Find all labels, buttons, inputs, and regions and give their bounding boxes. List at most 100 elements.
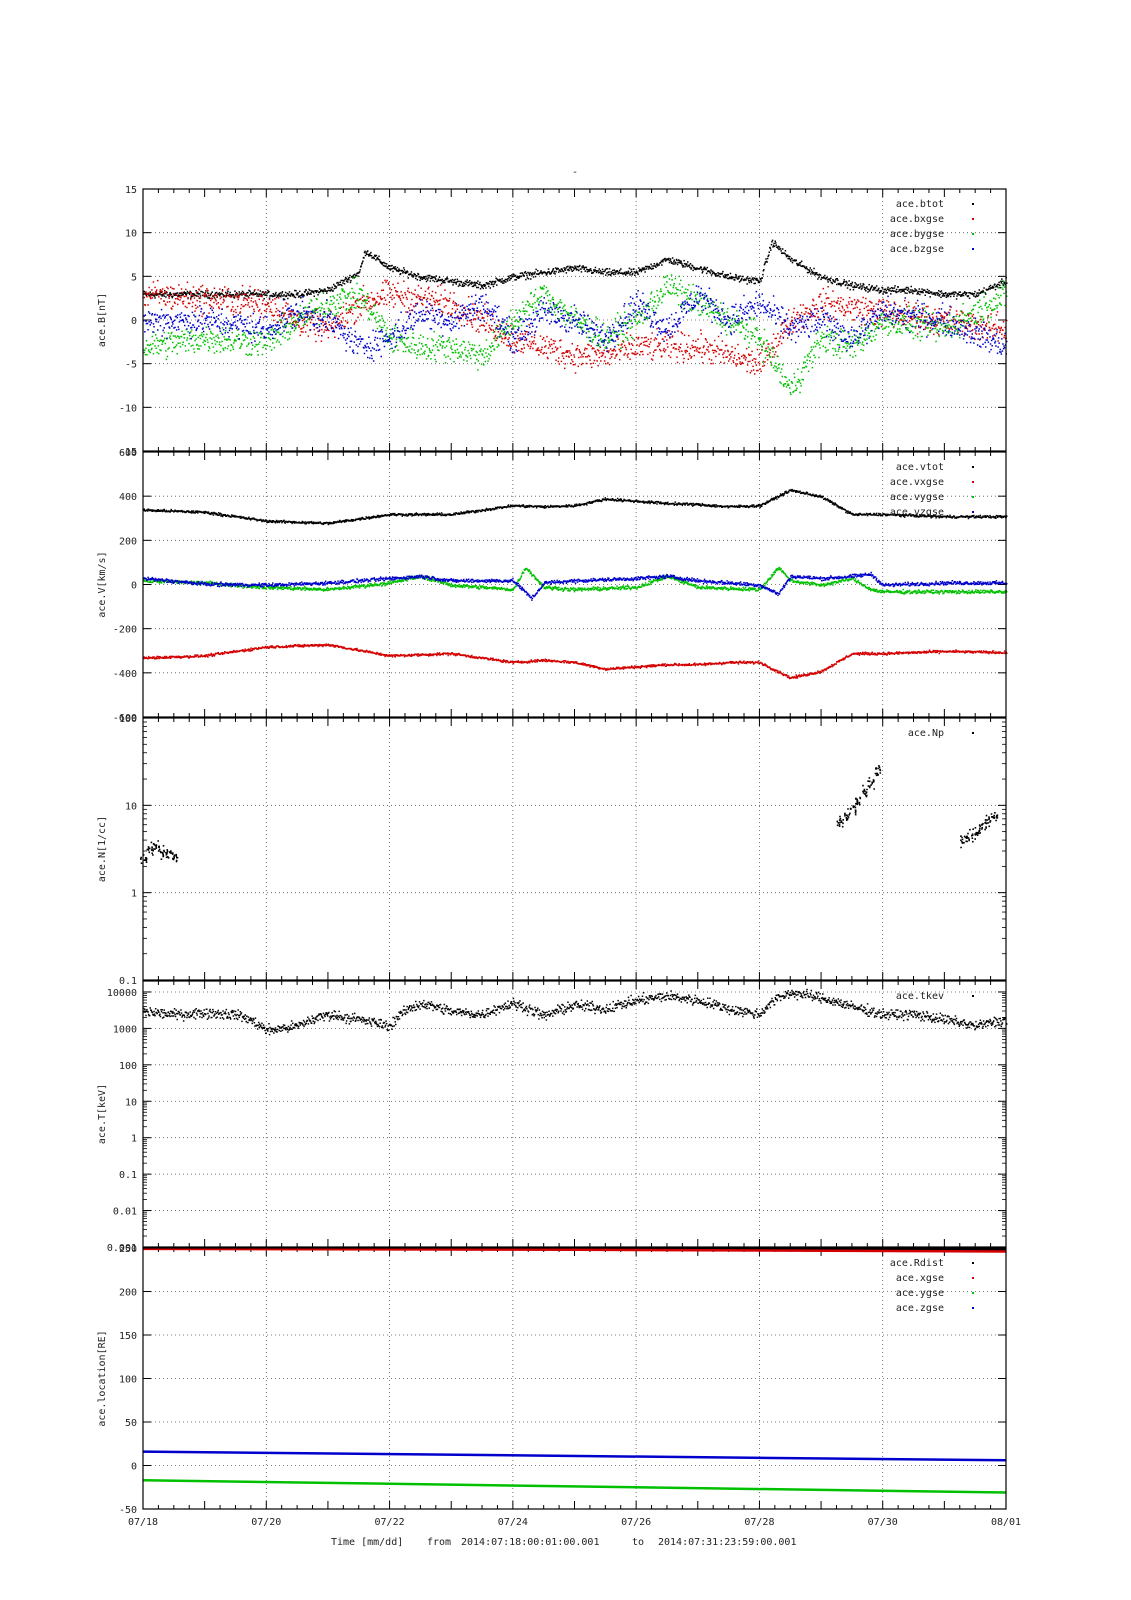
legend-label: ace.bxgse — [890, 214, 944, 225]
series-points — [143, 566, 1008, 595]
series-points — [143, 488, 1008, 526]
y-tick-label: -50 — [119, 1505, 137, 1516]
panels: -15-10-5051015ace.btotace.bxgseace.bygse… — [97, 185, 1008, 1516]
legend-label: ace.bygse — [890, 229, 944, 240]
panel-frame — [142, 980, 1007, 1248]
legend-label: ace.ygse — [896, 1288, 944, 1299]
x-tick-label: 07/30 — [868, 1517, 898, 1528]
x-tick-label: 07/22 — [375, 1517, 405, 1528]
series-ace-vygse — [143, 566, 1008, 595]
series-ace-Np — [140, 765, 999, 864]
series-points — [140, 765, 999, 864]
y-tick-label: 200 — [119, 536, 137, 547]
x-tick-label: 07/26 — [621, 1517, 651, 1528]
series-ace-vtot — [143, 488, 1008, 526]
legend-label: ace.bzgse — [890, 244, 944, 255]
legend-marker — [972, 496, 974, 498]
footer-to: 2014:07:31:23:59:00.001 — [658, 1537, 796, 1548]
series-line — [142, 1479, 1007, 1494]
y-tick-label: 100 — [119, 1061, 137, 1072]
series-ace-bzgse — [143, 285, 1008, 362]
y-tick-label: -15 — [119, 447, 137, 458]
panel-frame — [142, 188, 1007, 452]
y-tick-label: 250 — [119, 1244, 137, 1255]
legend-marker — [972, 995, 974, 997]
panel-frame — [142, 451, 1007, 718]
legend-marker — [972, 203, 974, 205]
legend-marker — [972, 1307, 974, 1309]
legend-label: ace.Np — [908, 728, 944, 739]
series-ace-bxgse — [143, 279, 1008, 375]
x-tick-label: 07/28 — [744, 1517, 774, 1528]
panel-frame — [142, 1247, 1007, 1510]
y-tick-label: 0 — [131, 1462, 137, 1473]
legend-label: ace.zgse — [896, 1303, 944, 1314]
legend-marker — [972, 218, 974, 220]
series-line — [142, 1450, 1007, 1462]
legend-label: ace.vzgse — [890, 507, 944, 518]
y-tick-label: 1000 — [113, 1024, 137, 1035]
y-axis-label: ace.V[km/s] — [97, 551, 108, 617]
x-axis: 07/18 07/20 07/22 07/24 07/26 07/28 07/30 08/01 — [128, 1517, 1021, 1528]
y-axis-label: ace.B[nT] — [97, 293, 108, 347]
panel-4: 0.001 0.01 0.1 1 10 100 1000 10000 ace.tkev ace.T… — [97, 980, 1008, 1254]
y-tick-label: 10 — [125, 801, 137, 812]
legend-marker — [972, 481, 974, 483]
y-tick-label: 1 — [131, 1134, 137, 1145]
y-axis-label: ace.N[1/cc] — [97, 816, 108, 882]
series-points — [143, 239, 1008, 301]
panel-2: -600 -400 -200 0 200 400 600 ace.vtot ace.vxgse a… — [97, 448, 1008, 724]
footer-from-label: from — [427, 1537, 451, 1548]
chart-title: - — [572, 167, 578, 178]
legend-label: ace.xgse — [896, 1273, 944, 1284]
legend-label: ace.vxgse — [890, 477, 944, 488]
y-tick-label: 0 — [131, 581, 137, 592]
y-tick-label: 1 — [131, 889, 137, 900]
legend-marker — [972, 248, 974, 250]
y-tick-label: 100 — [119, 1375, 137, 1386]
x-tick-label: 07/18 — [128, 1517, 158, 1528]
series-line — [142, 1247, 1007, 1253]
y-tick-label: 5 — [131, 272, 137, 283]
y-tick-label: 10000 — [107, 988, 137, 999]
y-tick-label: 15 — [125, 185, 137, 196]
y-tick-label: -5 — [125, 360, 137, 371]
x-tick-label: 07/20 — [251, 1517, 281, 1528]
legend-label: ace.Rdist — [890, 1258, 944, 1269]
series-ace-vxgse — [143, 643, 1008, 680]
y-tick-label: -400 — [113, 669, 137, 680]
y-tick-label: 10 — [125, 229, 137, 240]
legend-label: ace.tkev — [896, 991, 944, 1002]
series-points — [143, 643, 1008, 680]
y-tick-label: -200 — [113, 625, 137, 636]
legend-marker — [972, 1277, 974, 1279]
legend-marker — [972, 1292, 974, 1294]
y-tick-label: 600 — [119, 448, 137, 459]
series-ace-vzgse — [143, 571, 1008, 601]
legend-label: ace.btot — [896, 199, 944, 210]
legend-marker — [972, 511, 974, 513]
series-ace-xgse — [142, 1247, 1007, 1253]
y-tick-label: 50 — [125, 1418, 137, 1429]
y-tick-label: 0.001 — [107, 1243, 137, 1254]
series-points — [143, 279, 1008, 375]
y-axis-label: ace.T[keV] — [97, 1084, 108, 1144]
legend-label: ace.vygse — [890, 492, 944, 503]
legend-marker — [972, 233, 974, 235]
footer-label: Time [mm/dd] — [331, 1537, 403, 1548]
y-tick-label: 0.01 — [113, 1207, 137, 1218]
y-axis-label: ace.location[RE] — [97, 1330, 108, 1426]
legend-label: ace.vtot — [896, 462, 944, 473]
series-points — [143, 571, 1008, 601]
y-tick-label: 200 — [119, 1288, 137, 1299]
y-tick-label: 150 — [119, 1331, 137, 1342]
panel-1: -15 -10 -5 0 5 10 15 ace.btot ace.bxgse ace.bygse… — [97, 185, 1008, 458]
series-points — [143, 285, 1008, 362]
panel-3: 0.1 1 10 100 ace.Np ace.N[1/cc] — [97, 714, 1007, 987]
y-tick-label: 10 — [125, 1097, 137, 1108]
series-ace-btot — [143, 239, 1008, 301]
legend-marker — [972, 1262, 974, 1264]
legend-marker — [972, 732, 974, 734]
series-ace-zgse — [142, 1450, 1007, 1462]
footer-to-label: to — [632, 1537, 644, 1548]
